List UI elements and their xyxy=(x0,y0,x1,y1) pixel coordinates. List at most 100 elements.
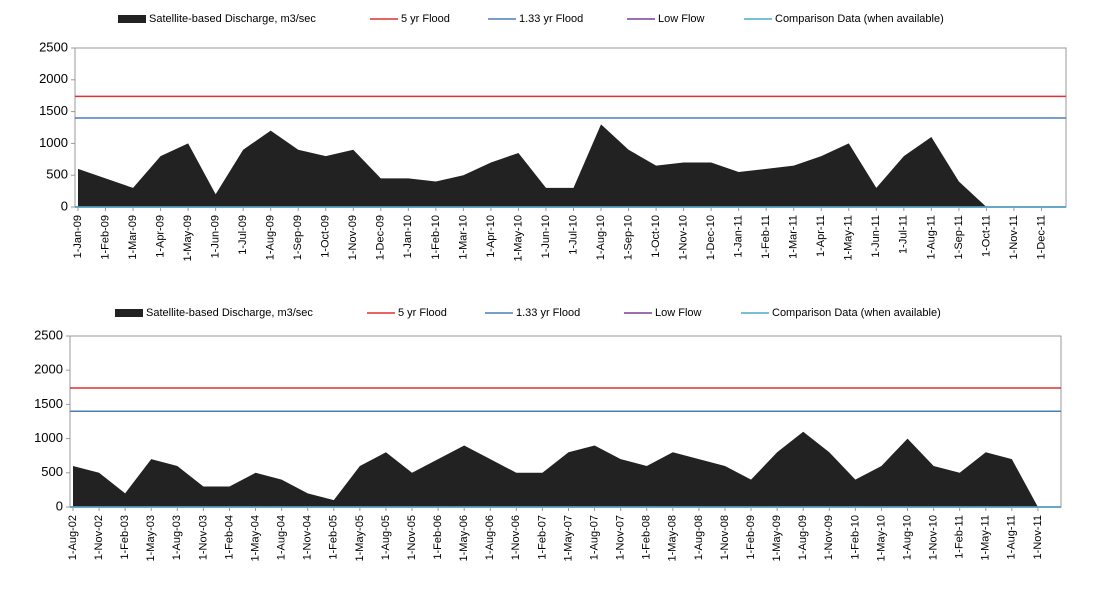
x-tick-label: 1-Aug-04 xyxy=(276,515,288,560)
x-tick-label: 1-May-10 xyxy=(512,215,524,261)
x-tick-label: 1-Aug-07 xyxy=(588,515,600,560)
x-tick-label: 1-Nov-10 xyxy=(678,215,690,260)
x-tick-label: 1-Feb-08 xyxy=(641,515,653,560)
legend-swatch xyxy=(118,15,146,23)
y-tick-label: 2000 xyxy=(39,71,68,86)
discharge-area xyxy=(73,431,1038,507)
x-tick-label: 1-Mar-11 xyxy=(788,215,800,259)
x-tick-label: 1-Feb-09 xyxy=(99,215,111,260)
discharge-area xyxy=(78,124,1042,207)
x-tick-label: 1-May-10 xyxy=(875,515,887,561)
y-tick-label: 500 xyxy=(41,464,63,479)
x-tick-label: 1-Nov-02 xyxy=(93,515,105,560)
x-tick-label: 1-Nov-10 xyxy=(928,515,940,560)
legend-label: 1.33 yr Flood xyxy=(519,13,583,25)
x-tick-label: 1-Nov-03 xyxy=(197,515,209,560)
y-tick-label: 2500 xyxy=(39,39,68,54)
x-tick-label: 1-Feb-10 xyxy=(849,515,861,560)
legend-label: Low Flow xyxy=(658,13,705,25)
legend-label: 5 yr Flood xyxy=(398,307,447,319)
x-tick-label: 1-May-03 xyxy=(145,515,157,561)
x-tick-label: 1-Aug-05 xyxy=(380,515,392,560)
x-tick-label: 1-Aug-06 xyxy=(484,515,496,560)
x-tick-label: 1-Apr-09 xyxy=(154,215,166,258)
x-tick-label: 1-Aug-03 xyxy=(171,515,183,560)
y-tick-label: 1500 xyxy=(39,103,68,118)
x-tick-label: 1-Jul-10 xyxy=(567,215,579,255)
x-tick-label: 1-Sep-09 xyxy=(292,215,304,260)
x-tick-label: 1-Dec-11 xyxy=(1035,215,1047,259)
legend-label: Satellite-based Discharge, m3/sec xyxy=(146,307,313,319)
x-tick-label: 1-Sep-10 xyxy=(622,215,634,260)
x-tick-label: 1-Aug-10 xyxy=(595,215,607,260)
x-tick-label: 1-May-06 xyxy=(458,515,470,561)
legend-label: Comparison Data (when available) xyxy=(775,13,944,25)
legend-label: 5 yr Flood xyxy=(401,13,450,25)
x-tick-label: 1-May-08 xyxy=(667,515,679,561)
x-tick-label: 1-Jun-09 xyxy=(210,215,222,258)
x-tick-label: 1-Feb-03 xyxy=(119,515,131,560)
legend-label: Satellite-based Discharge, m3/sec xyxy=(149,13,316,25)
x-tick-label: 1-May-09 xyxy=(771,515,783,561)
x-tick-label: 1-Aug-11 xyxy=(1006,515,1018,559)
y-tick-label: 1000 xyxy=(34,430,63,445)
x-tick-label: 1-May-11 xyxy=(980,515,992,561)
y-tick-label: 0 xyxy=(56,498,63,513)
x-tick-label: 1-Jul-09 xyxy=(237,215,249,255)
x-tick-label: 1-Sep-11 xyxy=(953,215,965,259)
x-tick-label: 1-Nov-11 xyxy=(1032,515,1044,559)
x-tick-label: 1-Nov-06 xyxy=(510,515,522,560)
x-tick-label: 1-May-09 xyxy=(182,215,194,261)
x-tick-label: 1-Nov-05 xyxy=(406,515,418,560)
x-tick-label: 1-Nov-11 xyxy=(1008,215,1020,259)
x-tick-label: 1-Feb-05 xyxy=(328,515,340,560)
legend-swatch xyxy=(115,309,143,317)
x-tick-label: 1-Feb-11 xyxy=(760,215,772,259)
x-tick-label: 1-Jan-11 xyxy=(733,215,745,258)
legend-label: Low Flow xyxy=(655,307,702,319)
x-tick-label: 1-May-05 xyxy=(354,515,366,561)
x-tick-label: 1-Feb-06 xyxy=(432,515,444,560)
x-tick-label: 1-Jan-10 xyxy=(402,215,414,258)
x-tick-label: 1-May-11 xyxy=(843,215,855,261)
x-tick-label: 1-Dec-10 xyxy=(705,215,717,260)
x-tick-label: 1-Aug-08 xyxy=(693,515,705,560)
x-tick-label: 1-Nov-09 xyxy=(823,515,835,560)
x-tick-label: 1-Aug-09 xyxy=(797,515,809,560)
x-tick-label: 1-Jun-11 xyxy=(870,215,882,258)
x-tick-label: 1-Aug-11 xyxy=(925,215,937,259)
x-tick-label: 1-Oct-11 xyxy=(980,215,992,257)
x-tick-label: 1-Jan-09 xyxy=(72,215,84,258)
y-tick-label: 2500 xyxy=(34,327,63,342)
x-tick-label: 1-May-04 xyxy=(249,515,261,561)
x-tick-label: 1-Oct-09 xyxy=(320,215,332,258)
x-tick-label: 1-Mar-10 xyxy=(457,215,469,260)
x-tick-label: 1-Nov-09 xyxy=(347,215,359,260)
x-tick-label: 1-Aug-02 xyxy=(67,515,79,560)
x-tick-label: 1-Oct-10 xyxy=(650,215,662,258)
x-tick-label: 1-Feb-09 xyxy=(745,515,757,560)
y-tick-label: 1000 xyxy=(39,135,68,150)
legend-label: 1.33 yr Flood xyxy=(516,307,580,319)
x-tick-label: 1-Dec-09 xyxy=(375,215,387,260)
x-tick-label: 1-May-07 xyxy=(562,515,574,561)
y-tick-label: 500 xyxy=(46,167,68,182)
x-tick-label: 1-Jul-11 xyxy=(898,215,910,254)
x-tick-label: 1-Feb-04 xyxy=(223,515,235,560)
x-tick-label: 1-Nov-04 xyxy=(302,515,314,560)
x-tick-label: 1-Aug-09 xyxy=(265,215,277,260)
y-tick-label: 2000 xyxy=(34,362,63,377)
y-tick-label: 0 xyxy=(61,198,68,213)
x-tick-label: 1-Mar-09 xyxy=(127,215,139,260)
x-tick-label: 1-Feb-10 xyxy=(430,215,442,260)
x-tick-label: 1-Aug-10 xyxy=(901,515,913,560)
x-tick-label: 1-Feb-07 xyxy=(536,515,548,560)
legend-label: Comparison Data (when available) xyxy=(772,307,941,319)
x-tick-label: 1-Feb-11 xyxy=(954,515,966,559)
x-tick-label: 1-Apr-10 xyxy=(485,215,497,258)
y-tick-label: 1500 xyxy=(34,396,63,411)
x-tick-label: 1-Apr-11 xyxy=(815,215,827,257)
x-tick-label: 1-Jun-10 xyxy=(540,215,552,258)
x-tick-label: 1-Nov-07 xyxy=(615,515,627,560)
